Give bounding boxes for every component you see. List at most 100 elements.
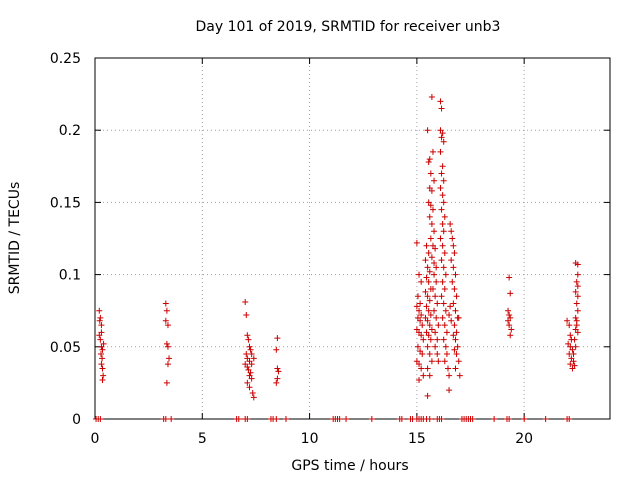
data-point <box>432 343 439 350</box>
data-point <box>97 416 104 422</box>
data-point <box>453 351 460 358</box>
data-point <box>423 242 430 249</box>
data-point <box>250 355 257 362</box>
data-point <box>439 130 446 137</box>
data-point <box>427 235 434 242</box>
data-point <box>542 416 549 422</box>
data-point <box>162 416 169 422</box>
data-point <box>433 278 440 285</box>
data-point <box>425 158 432 165</box>
data-point <box>571 362 578 369</box>
data-point <box>166 355 173 362</box>
data-point <box>426 156 433 163</box>
data-point <box>440 300 447 307</box>
data-point <box>572 288 579 295</box>
data-point <box>429 286 436 293</box>
data-point <box>443 329 450 336</box>
y-tick-label: 0.2 <box>59 123 81 139</box>
data-point <box>428 358 435 365</box>
data-point <box>437 184 444 191</box>
data-point <box>438 105 445 112</box>
data-point <box>99 377 106 384</box>
data-point <box>413 239 420 246</box>
data-point <box>431 228 438 235</box>
data-point <box>441 249 448 256</box>
data-point <box>250 394 257 401</box>
data-point <box>426 268 433 275</box>
data-point <box>506 274 513 281</box>
x-axis-label: GPS time / hours <box>291 458 408 474</box>
data-point <box>435 358 442 365</box>
data-point <box>368 416 375 422</box>
data-point <box>248 351 255 358</box>
grid-lines <box>95 58 610 419</box>
data-point <box>416 271 423 278</box>
data-point <box>163 340 170 347</box>
data-point <box>244 379 251 386</box>
data-point <box>99 355 106 362</box>
data-point <box>441 322 448 329</box>
data-point <box>449 235 456 242</box>
data-point <box>242 361 249 368</box>
data-point <box>398 416 405 422</box>
data-point <box>417 317 424 324</box>
data-point <box>446 312 453 319</box>
data-point <box>244 332 251 339</box>
data-point <box>433 314 440 321</box>
data-point <box>439 278 446 285</box>
data-point <box>420 336 427 343</box>
data-point <box>450 264 457 271</box>
data-point <box>456 372 463 379</box>
data-point <box>418 278 425 285</box>
data-point <box>428 326 435 333</box>
data-point <box>440 264 447 271</box>
data-point <box>273 379 280 386</box>
data-point <box>426 213 433 220</box>
data-point <box>282 416 289 422</box>
data-point <box>434 336 441 343</box>
data-point <box>96 317 103 324</box>
data-point <box>442 343 449 350</box>
data-point <box>426 416 433 422</box>
data-point <box>99 365 106 372</box>
data-point <box>420 372 427 379</box>
data-point <box>441 358 448 365</box>
data-point <box>450 300 457 307</box>
data-point <box>448 228 455 235</box>
data-point <box>570 358 577 365</box>
data-point <box>444 365 451 372</box>
data-point <box>447 221 454 228</box>
data-point <box>439 192 446 199</box>
data-point <box>423 274 430 281</box>
data-point <box>428 254 435 261</box>
data-point <box>424 127 431 134</box>
data-point <box>566 416 573 422</box>
data-point <box>274 365 281 372</box>
data-point <box>452 307 459 314</box>
data-point <box>431 307 438 314</box>
data-point <box>452 271 459 278</box>
data-point <box>440 336 447 343</box>
data-point <box>427 312 434 319</box>
data-point <box>424 343 431 350</box>
data-point <box>571 336 578 343</box>
data-point <box>424 264 431 271</box>
data-point <box>447 303 454 310</box>
data-point <box>450 242 457 249</box>
data-point <box>416 307 423 314</box>
data-point <box>424 365 431 372</box>
y-tick-label: 0.25 <box>50 51 81 67</box>
data-point <box>427 170 434 177</box>
data-point <box>248 361 255 368</box>
data-point <box>442 271 449 278</box>
data-point <box>440 199 447 206</box>
data-point <box>431 177 438 184</box>
chart-title: Day 101 of 2019, SRMTID for receiver unb… <box>196 19 501 35</box>
data-point <box>439 221 446 228</box>
data-point <box>574 307 581 314</box>
data-point <box>506 416 513 422</box>
plot-frame <box>94 57 611 420</box>
x-tick-label: 20 <box>515 431 533 447</box>
data-point <box>243 351 250 358</box>
